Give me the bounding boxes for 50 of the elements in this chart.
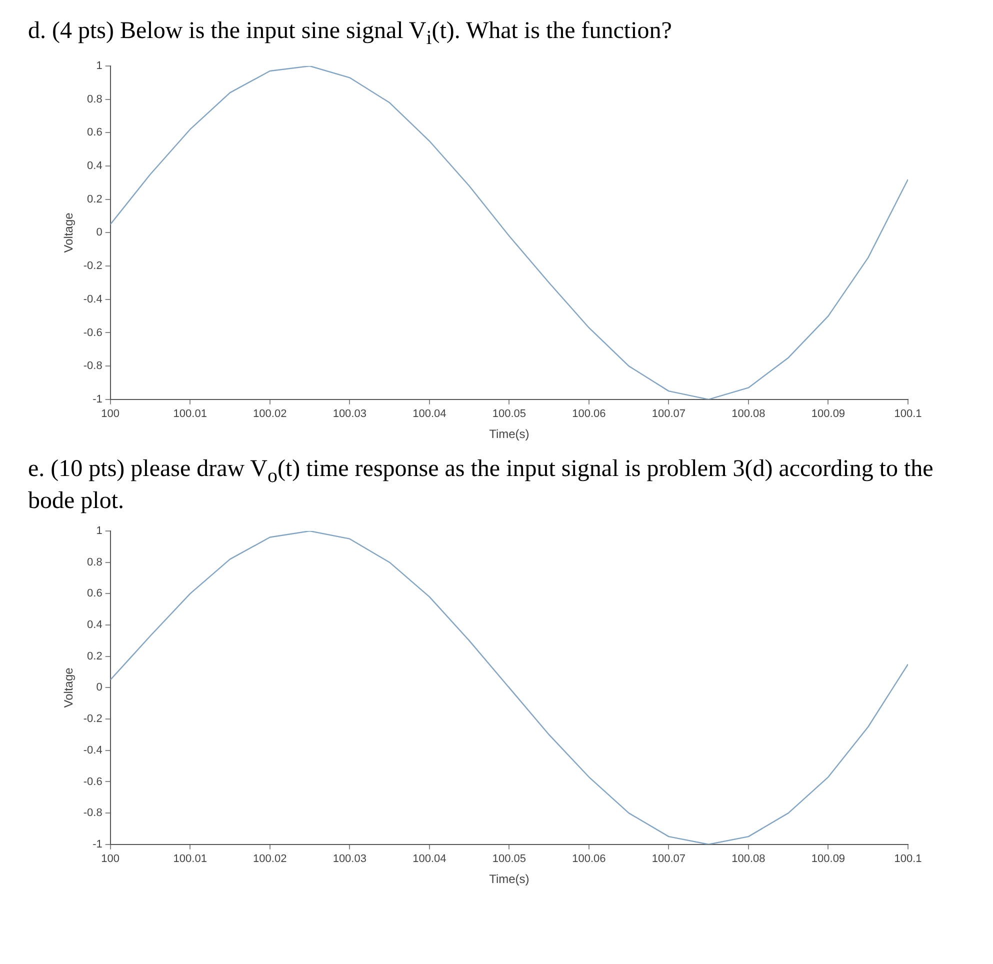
x-tick-label: 100.07 bbox=[652, 852, 686, 865]
y-tick-label: -1 bbox=[92, 838, 102, 850]
x-tick-label: 100.05 bbox=[492, 852, 526, 865]
y-tick-label: -0.8 bbox=[83, 806, 102, 819]
chart-title: d. (4 pts) Below is the input sine signal V$_{i}$(t). What is the function? bbox=[27, 17, 673, 51]
y-tick-label: -0.6 bbox=[83, 326, 102, 339]
x-tick-label: 100.02 bbox=[253, 852, 287, 865]
x-tick-label: 100.08 bbox=[732, 852, 766, 865]
y-tick-label: 1 bbox=[96, 524, 102, 537]
x-tick-label: 100.06 bbox=[572, 408, 606, 420]
x-tick-label: 100.1 bbox=[894, 852, 922, 865]
y-tick-label: 0.6 bbox=[87, 587, 102, 600]
x-tick-label: 100.1 bbox=[894, 408, 922, 420]
y-tick-label: 0.2 bbox=[87, 650, 102, 662]
x-tick-label: 100 bbox=[101, 408, 120, 420]
y-tick-label: 0.8 bbox=[87, 93, 102, 106]
x-tick-label: 100.04 bbox=[412, 852, 446, 865]
y-tick-label: 0 bbox=[96, 226, 102, 239]
y-axis-title: Voltage bbox=[62, 212, 76, 253]
x-axis-title: Time(s) bbox=[489, 426, 530, 441]
y-axis-title: Voltage bbox=[62, 666, 76, 708]
y-tick-label: 0 bbox=[96, 681, 102, 694]
y-tick-label: 0.4 bbox=[87, 618, 102, 631]
y-tick-label: -0.4 bbox=[83, 293, 102, 306]
x-tick-label: 100 bbox=[101, 852, 120, 865]
y-tick-label: 0.2 bbox=[87, 193, 102, 206]
x-tick-label: 100.09 bbox=[811, 408, 846, 420]
x-tick-label: 100.01 bbox=[173, 408, 207, 420]
y-tick-label: 0.8 bbox=[87, 556, 102, 568]
x-tick-label: 100.08 bbox=[732, 408, 766, 420]
y-tick-label: -0.4 bbox=[83, 744, 102, 756]
y-tick-label: -0.2 bbox=[83, 712, 102, 725]
y-tick-label: -0.6 bbox=[83, 775, 102, 788]
chart-title: e. (10 pts) please draw V$_{o}$(t) time response as the input signal is problem 3(d) according to the bode plot. bbox=[28, 456, 934, 514]
x-tick-label: 100.01 bbox=[173, 852, 207, 865]
x-tick-label: 100.02 bbox=[253, 408, 287, 420]
x-tick-label: 100.03 bbox=[332, 408, 366, 420]
x-tick-label: 100.09 bbox=[811, 852, 846, 865]
x-tick-label: 100.07 bbox=[652, 408, 686, 420]
x-tick-label: 100.06 bbox=[572, 852, 606, 865]
y-tick-label: -0.8 bbox=[83, 360, 102, 372]
x-tick-label: 100.05 bbox=[492, 408, 526, 420]
y-tick-label: 1 bbox=[96, 60, 102, 72]
y-tick-label: -1 bbox=[92, 393, 102, 406]
y-tick-label: 0.6 bbox=[87, 126, 102, 139]
y-tick-label: 0.4 bbox=[87, 160, 102, 172]
y-tick-label: -0.2 bbox=[83, 260, 102, 272]
x-tick-label: 100.04 bbox=[412, 408, 446, 420]
x-axis-title: Time(s) bbox=[489, 872, 530, 886]
x-tick-label: 100.03 bbox=[332, 852, 366, 865]
